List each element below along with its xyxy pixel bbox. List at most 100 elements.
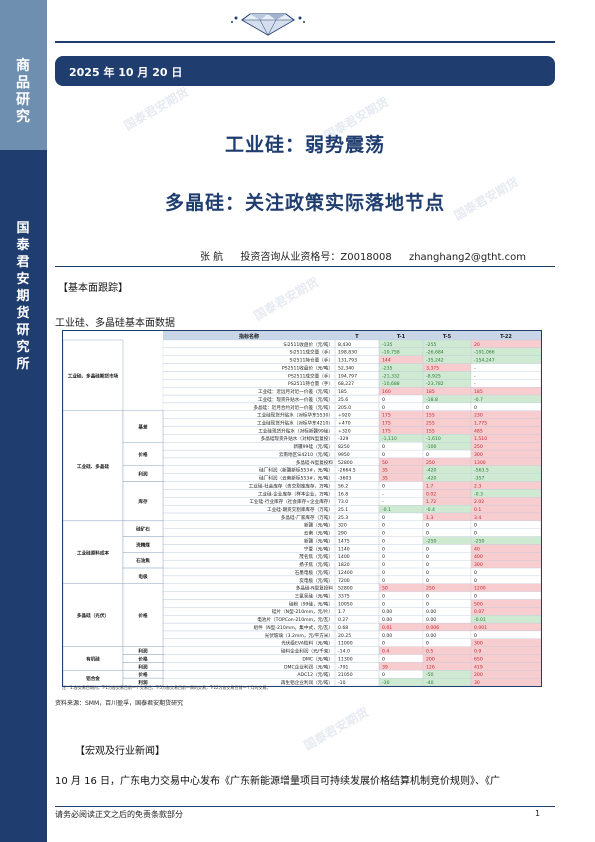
table-change-value: 0 [426, 641, 429, 647]
table-change-cell [470, 575, 541, 584]
table-change-value: -420 [426, 476, 437, 482]
table-value-t: 52800 [338, 586, 353, 592]
table-row-name: Si2511持仓量（手） [290, 357, 333, 364]
table-row-name: Si2511成交量（手） [290, 349, 333, 356]
table-change-cell [422, 560, 472, 569]
table-value-t: +470 [338, 421, 351, 427]
table-change-value: 500 [474, 601, 483, 607]
table-row-name: 三氯氢硅（元/吨） [295, 593, 333, 600]
table-change-cell [378, 670, 424, 679]
table-change-value: -255 [426, 342, 437, 348]
table-value-t: 11300 [338, 656, 353, 662]
table-change-value: 1.7 [426, 483, 433, 489]
table-row-name: 电池片（TOPCon-210mm，元/瓦） [257, 616, 333, 623]
table-change-value: 650 [474, 656, 483, 662]
table-change-value: 30 [474, 680, 480, 686]
table-change-value: 1,775 [474, 421, 487, 427]
table-subgroup-label: 价格 [138, 612, 148, 619]
table-value-t: -329 [338, 436, 349, 442]
table-subgroup-label: 洗精煤 [136, 541, 150, 548]
table-subgroup-cell [122, 481, 164, 522]
table-row-name: 新疆（元/吨） [304, 522, 333, 529]
table-change-value: -154,247 [474, 358, 495, 364]
table-row-name: PS2511收盘价（元/吨） [282, 364, 333, 371]
table-change-value: 0 [426, 452, 429, 458]
table-change-value: -0.4 [426, 507, 435, 513]
table-change-value: -235 [382, 365, 393, 371]
table-value-t: 194,797 [338, 373, 357, 379]
table-change-value: 0 [382, 483, 385, 489]
table-group-label: 工业硅原料成本 [77, 549, 110, 556]
table-change-value: -100 [426, 444, 437, 450]
table-row-name: DMC企业利润（元/吨） [284, 663, 333, 670]
table-change-value: -191,066 [474, 350, 495, 356]
table-change-value: -18.8 [426, 397, 438, 403]
table-change-value: 2.02 [474, 499, 484, 505]
table-value-t: 21050 [338, 672, 353, 678]
table-change-value: 0 [426, 405, 429, 411]
table-group-cell [63, 410, 124, 522]
news-paragraph: 10 月 16 日，广东电力交易中心发布《广东新能源增量项目可持续发展价格结算机… [55, 776, 500, 787]
sidebar-category-block [0, 0, 47, 150]
table-subgroup-label: 价格 [138, 671, 148, 678]
table-change-value: 0.001 [474, 625, 487, 631]
table-change-value: -8,925 [426, 373, 441, 379]
table-row-name: 工业硅：现货升贴水一价差（元/吨） [258, 396, 333, 403]
table-row-name: 多晶硅-N型复投料 [296, 585, 334, 592]
table-caption: 工业硅、多晶硅基本面数据 [55, 318, 175, 329]
table-change-cell [422, 552, 472, 561]
table-subgroup-label: 利润 [137, 471, 148, 478]
table-change-cell [378, 442, 424, 451]
fundamental-data-table: 指标名称 T T-1 T-5 T-22 工业硅、多晶硅期货市场工业硅、多晶硅工业硅原料成本… [62, 330, 542, 687]
table-value-t: 131,793 [338, 358, 357, 364]
table-change-value: 0 [474, 531, 477, 537]
table-change-cell [470, 567, 541, 577]
diamond-logo-icon [231, 13, 305, 36]
table-change-value: -23,782 [426, 381, 444, 387]
table-change-value: 0.4 [382, 649, 389, 655]
table-change-value: 155 [426, 413, 435, 419]
table-change-value: 0 [426, 531, 429, 537]
author-license: 投资咨询从业资格号：Z0018008 [240, 252, 392, 263]
table-change-cell [378, 394, 424, 404]
table-change-cell [378, 528, 424, 537]
table-change-value: 200 [426, 656, 435, 662]
table-value-t: 1475 [338, 538, 350, 544]
table-change-cell [378, 497, 424, 506]
table-change-value: 50 [382, 460, 388, 466]
report-title: 工业硅：弱势震荡 [224, 134, 385, 156]
table-change-value: 1.3 [426, 515, 433, 521]
table-group-cell [63, 520, 124, 584]
table-change-value: 200 [474, 672, 483, 678]
table-change-value: 0.07 [474, 609, 484, 615]
table-change-cell [422, 567, 472, 577]
table-change-value: 0 [382, 538, 385, 544]
table-group-label: 多晶硅（光伏） [77, 612, 109, 619]
table-header-row [163, 331, 541, 340]
table-row-name: 云南地区Si4210（元/吨） [279, 451, 333, 458]
table-value-t: +920 [338, 413, 351, 419]
report-subtitle: 多晶硅：关注政策实际落地节点 [164, 192, 445, 214]
table-change-value: 0 [382, 523, 385, 529]
table-change-value: -0.7 [474, 397, 483, 403]
table-change-cell [422, 449, 472, 459]
table-change-value: 0 [474, 633, 477, 639]
watermark-logo-icon: 国泰君安期货 [301, 704, 371, 753]
table-change-value: 1300 [474, 460, 486, 466]
table-row-name: 硅厂利润（新疆新标553#，元/吨） [259, 467, 333, 474]
table-value-t: 25.3 [338, 515, 348, 521]
table-change-value: 419 [474, 664, 483, 670]
table-change-cell [378, 544, 424, 553]
footer-disclaimer: 请务必阅读正文之后的免责条款部分 [55, 810, 183, 819]
table-change-cell [470, 630, 541, 639]
table-row-name: 硅片（N型-210mm，元/片） [272, 608, 333, 615]
table-change-cell [470, 481, 541, 490]
table-row-name: 多晶硅-N型复投料 [296, 459, 334, 466]
table-change-value: -50 [426, 672, 434, 678]
table-change-value: 300 [474, 562, 483, 568]
footer-rule [55, 806, 555, 807]
table-change-value: 0.00 [382, 617, 392, 623]
table-change-value: 40 [474, 546, 480, 552]
table-row-name: 硅料企业利润（元/千克） [281, 648, 333, 655]
table-change-cell [378, 575, 424, 584]
